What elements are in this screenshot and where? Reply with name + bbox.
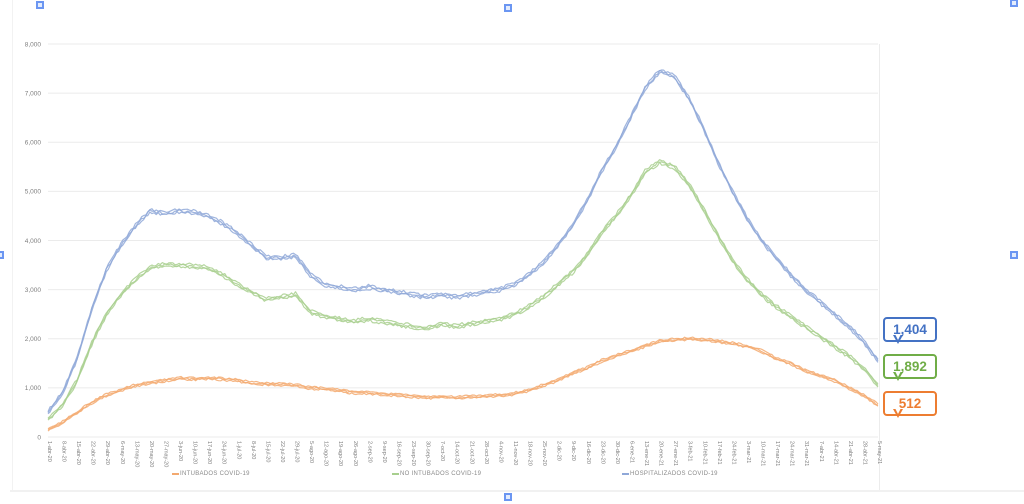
x-axis-tick-label: 22-jul-20 — [279, 441, 285, 462]
chart-object-bottom-border — [10, 490, 1024, 492]
x-axis-tick-label: 21-oct-20 — [468, 441, 474, 464]
x-axis-tick-label: 14-abr-21 — [832, 441, 838, 465]
callout-no-intubados-value: 1,892 — [883, 354, 937, 381]
x-axis-tick-label: 29-abr-20 — [104, 441, 110, 465]
x-axis-tick-label: 3-feb-21 — [687, 441, 693, 462]
x-axis-tick-label: 15-jul-20 — [264, 441, 270, 462]
x-axis-tick-label: 25-nov-20 — [541, 441, 547, 466]
x-axis-tick-label: 17-feb-21 — [716, 441, 722, 465]
series-line-no-intubados — [47, 159, 879, 419]
x-axis-tick-label: 10-feb-21 — [701, 441, 707, 465]
selection-handle-top-center[interactable] — [504, 4, 512, 12]
x-axis-tick-label: 17-mar-21 — [774, 441, 780, 466]
x-axis-tick-label: 11-nov-20 — [512, 441, 518, 465]
y-axis-tick-label: 8,000 — [25, 41, 42, 48]
x-axis-tick-label: 22-abr-20 — [90, 441, 96, 465]
x-axis-tick-label: 9-sep-20 — [381, 441, 387, 463]
legend-marker-hospitalizados — [622, 473, 629, 475]
y-axis-tick-label: 4,000 — [25, 238, 42, 245]
x-axis-tick-label: 15-abr-20 — [75, 441, 81, 465]
legend-marker-intubados — [172, 473, 179, 475]
series-line-hospitalizados — [47, 69, 879, 412]
selection-handle-top-left[interactable] — [36, 1, 44, 9]
x-axis-tick-label: 24-jun-20 — [221, 441, 227, 464]
x-axis-tick-label: 31-mar-21 — [803, 441, 809, 466]
legend-marker-no-intubados — [392, 473, 399, 475]
x-axis-tick-label: 26-ago-20 — [352, 441, 358, 466]
x-axis-tick-label: 23-sep-20 — [410, 441, 416, 466]
x-axis-tick-label: 7-abr-21 — [818, 441, 824, 462]
legend-item-intubados: INTUBADOS COVID-19 — [172, 471, 250, 478]
callout-hospitalizados-value: 1,404 — [883, 317, 937, 344]
series-line-no-intubados — [47, 161, 879, 420]
x-axis-tick-label: 28-abr-21 — [861, 441, 867, 465]
x-axis-tick-label: 9-dic-20 — [570, 441, 576, 461]
legend-item-hospitalizados: HOSPITALIZADOS COVID-19 — [622, 471, 718, 478]
x-axis-tick-label: 20-ene-21 — [658, 441, 664, 466]
selection-handle-top-right[interactable] — [1010, 0, 1018, 7]
x-axis-tick-label: 12-ago-20 — [323, 441, 329, 466]
x-axis-tick-label: 7-oct-20 — [439, 441, 445, 461]
x-axis-tick-label: 19-ago-20 — [337, 441, 343, 466]
x-axis-tick-label: 27-may-20 — [163, 441, 169, 467]
selection-handle-bottom-center[interactable] — [504, 493, 512, 501]
x-axis-tick-label: 17-jun-20 — [206, 441, 212, 464]
legend-label-intubados: INTUBADOS COVID-19 — [180, 471, 250, 477]
x-axis-tick-label: 24-feb-21 — [730, 441, 736, 465]
x-axis-tick-label: 27-ene-21 — [672, 441, 678, 466]
y-axis-tick-label: 2,000 — [25, 336, 42, 343]
y-axis-tick-label: 6,000 — [25, 140, 42, 147]
callout-intubados-value: 512 — [883, 391, 937, 418]
x-axis-tick-label: 6-may-20 — [119, 441, 125, 464]
x-axis-tick-label: 16-dic-20 — [585, 441, 591, 464]
x-axis-tick-label: 10-jun-20 — [192, 441, 198, 464]
selection-handle-right-middle[interactable] — [1010, 251, 1018, 259]
x-axis-tick-label: 2-dic-20 — [556, 441, 562, 461]
x-axis-tick-label: 30-sep-20 — [425, 441, 431, 466]
y-axis-tick-label: 1,000 — [25, 385, 42, 392]
x-axis-tick-label: 13-ene-21 — [643, 441, 649, 466]
series-line-intubados — [47, 338, 879, 432]
y-axis-tick-label: 7,000 — [25, 90, 42, 97]
x-axis-tick-label: 16-sep-20 — [396, 441, 402, 466]
legend-label-hospitalizados: HOSPITALIZADOS COVID-19 — [630, 471, 718, 477]
x-axis-tick-label: 3-mar-21 — [745, 441, 751, 463]
x-axis-tick-label: 3-jun-20 — [177, 441, 183, 461]
x-axis-tick-label: 1-jul-20 — [235, 441, 241, 459]
series-line-intubados — [47, 336, 879, 430]
x-axis-tick-label: 8-abr-20 — [61, 441, 67, 462]
x-axis-tick-label: 18-nov-20 — [527, 441, 533, 466]
x-axis-tick-label: 6-ene-21 — [629, 441, 635, 463]
series-line-hospitalizados — [47, 69, 879, 413]
x-axis-tick-label: 23-dic-20 — [599, 441, 605, 464]
series-line-hospitalizados — [47, 71, 879, 415]
y-axis-tick-label: 3,000 — [25, 287, 42, 294]
x-axis-tick-label: 10-mar-21 — [760, 441, 766, 466]
x-axis-tick-label: 4-nov-20 — [497, 441, 503, 463]
x-axis-tick-label: 30-dic-20 — [614, 441, 620, 464]
x-axis-tick-label: 14-oct-20 — [454, 441, 460, 464]
x-axis-tick-label: 1-abr-20 — [46, 441, 52, 462]
x-axis-tick-label: 20-may-20 — [148, 441, 154, 467]
x-axis-tick-label: 21-abr-21 — [847, 441, 853, 465]
y-axis-tick-label: 0 — [37, 434, 41, 441]
x-axis-tick-label: 5-may-21 — [876, 441, 882, 464]
x-axis-tick-label: 29-jul-20 — [294, 441, 300, 462]
legend-item-no-intubados: NO INTUBADOS COVID-19 — [392, 471, 481, 478]
x-axis-tick-label: 24-mar-21 — [789, 441, 795, 466]
x-axis-tick-label: 5-ago-20 — [308, 441, 314, 463]
legend-label-no-intubados: NO INTUBADOS COVID-19 — [400, 471, 482, 477]
x-axis-tick-label: 28-oct-20 — [483, 441, 489, 464]
x-axis-tick-label: 8-jul-20 — [250, 441, 256, 459]
x-axis-tick-label: 2-sep-20 — [366, 441, 372, 463]
series-line-intubados — [47, 337, 879, 431]
x-axis-tick-label: 13-may-20 — [133, 441, 139, 467]
selection-handle-left-middle[interactable] — [0, 251, 4, 259]
chart-object-left-border — [12, 0, 13, 491]
y-axis-tick-label: 5,000 — [25, 189, 42, 196]
series-line-no-intubados — [47, 161, 879, 421]
